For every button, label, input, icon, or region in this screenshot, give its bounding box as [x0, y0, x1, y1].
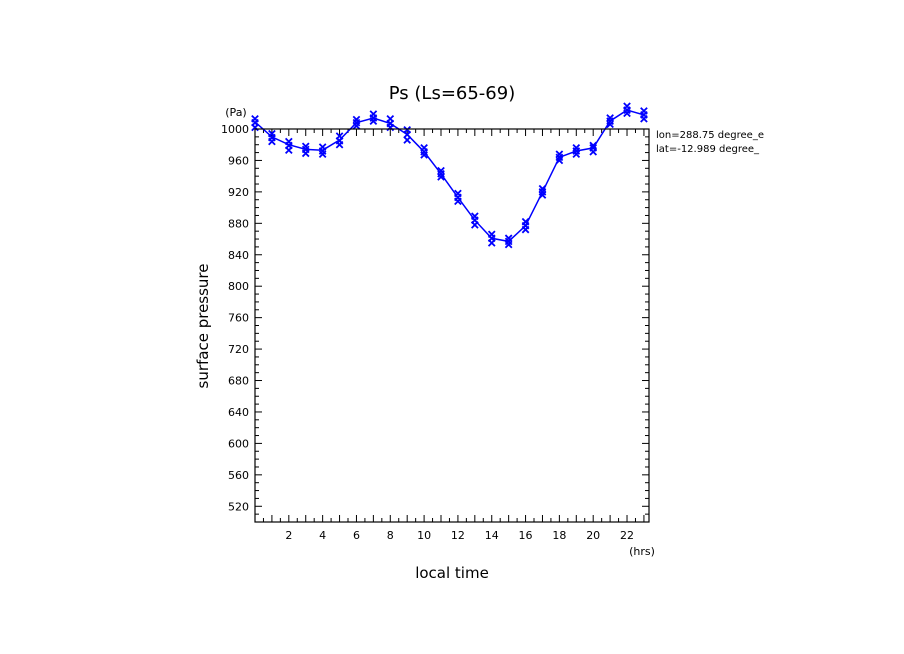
data-point-marker: [623, 109, 631, 118]
data-point-marker: [538, 191, 547, 199]
x-tick-label: 16: [519, 529, 533, 542]
x-unit-label: (hrs): [629, 545, 655, 558]
data-point-marker: [521, 225, 530, 234]
marker-stroke: [301, 149, 310, 158]
x-tick-label: 4: [319, 529, 326, 542]
data-point-marker: [487, 239, 496, 247]
marker-stroke: [623, 109, 631, 118]
x-tick-label: 22: [620, 529, 634, 542]
data-point-marker: [555, 156, 564, 165]
data-point-marker: [335, 140, 344, 149]
marker-stroke: [555, 156, 564, 165]
y-axis-label: surface pressure: [194, 264, 212, 389]
data-point-marker: [284, 146, 293, 155]
data-point-marker: [606, 120, 614, 129]
y-tick-label: 840: [228, 249, 249, 262]
x-tick-label: 14: [485, 529, 499, 542]
data-point-marker: [640, 114, 648, 123]
data-point-marker: [420, 151, 428, 159]
marker-stroke: [403, 136, 412, 144]
marker-stroke: [640, 114, 648, 123]
x-tick-label: 8: [387, 529, 394, 542]
x-tick-label: 12: [451, 529, 465, 542]
marker-stroke: [589, 141, 598, 150]
data-point-marker: [504, 240, 513, 249]
marker-stroke: [470, 221, 479, 229]
data-point-marker: [454, 197, 462, 206]
y-tick-label: 720: [228, 343, 249, 356]
marker-stroke: [318, 150, 327, 158]
marker-stroke: [538, 191, 547, 199]
y-tick-label: 520: [228, 500, 249, 513]
y-tick-label: 680: [228, 375, 249, 388]
x-tick-label: 10: [417, 529, 431, 542]
marker-stroke: [335, 140, 344, 149]
marker-stroke: [268, 137, 276, 146]
chart-title: Ps (Ls=65-69): [389, 83, 515, 104]
x-tick-label: 2: [285, 529, 292, 542]
plot-frame: [254, 128, 650, 523]
x-tick-label: 18: [552, 529, 566, 542]
y-tick-label: 800: [228, 280, 249, 293]
marker-stroke: [352, 122, 361, 130]
marker-stroke: [572, 150, 581, 158]
tick-labels: 2 4 6 8 10 12 14 16 18 20 22 520 560 600 640 680 720 760 8…: [221, 123, 634, 542]
axis-ticks: [255, 129, 649, 522]
data-point-marker: [301, 149, 310, 158]
data-point-marker: [352, 122, 361, 130]
data-point-marker: [470, 221, 479, 229]
data-point-marker: [589, 141, 598, 150]
x-tick-label: 20: [586, 529, 600, 542]
data-point-marker: [403, 136, 412, 144]
x-tick-label: 6: [353, 529, 360, 542]
marker-stroke: [504, 240, 513, 249]
series-layer: [251, 102, 648, 249]
y-tick-label: 920: [228, 186, 249, 199]
data-point-marker: [318, 150, 327, 158]
y-tick-label: 560: [228, 469, 249, 482]
data-point-marker: [572, 150, 581, 158]
y-tick-label: 760: [228, 312, 249, 325]
y-tick-label: 640: [228, 406, 249, 419]
marker-stroke: [454, 197, 462, 206]
data-point-marker: [589, 147, 598, 156]
marker-stroke: [284, 146, 293, 155]
marker-stroke: [521, 225, 530, 234]
marker-stroke: [589, 147, 598, 156]
marker-stroke: [487, 239, 496, 247]
annotation-lat: lat=-12.989 degree_: [656, 144, 760, 155]
marker-stroke: [251, 123, 259, 132]
data-point-marker: [437, 173, 445, 181]
marker-stroke: [437, 173, 445, 181]
annotation-lon: lon=288.75 degree_e: [656, 130, 764, 141]
data-point-marker: [369, 117, 378, 125]
x-axis-label: local time: [415, 564, 489, 582]
y-tick-label: 960: [228, 154, 249, 167]
y-tick-label: 600: [228, 437, 249, 450]
marker-stroke: [606, 120, 614, 129]
y-tick-label: 1000: [221, 123, 249, 136]
y-tick-label: 880: [228, 217, 249, 230]
y-unit-label: (Pa): [225, 106, 246, 119]
marker-stroke: [369, 117, 378, 125]
data-point-marker: [268, 137, 276, 146]
marker-stroke: [420, 151, 428, 159]
